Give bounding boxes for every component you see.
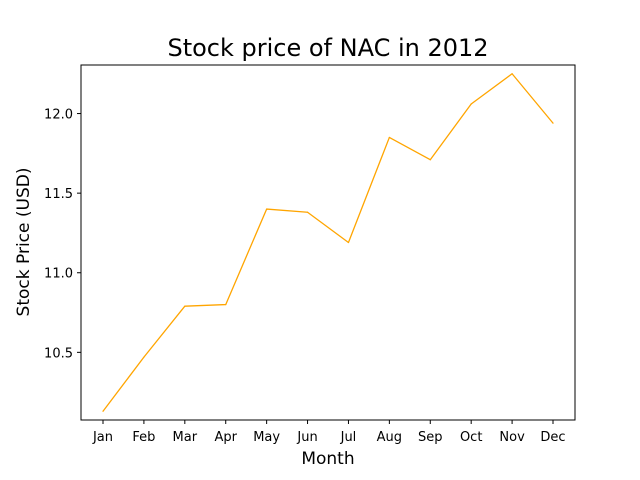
y-tick-label: 11.0 bbox=[44, 267, 73, 282]
x-tick-label: Jul bbox=[340, 430, 357, 445]
plot-area bbox=[80, 64, 576, 421]
data-point bbox=[347, 241, 350, 244]
y-tick-label: 10.5 bbox=[44, 346, 73, 361]
y-axis: 10.5 11.0 11.5 12.0 bbox=[44, 108, 81, 361]
x-tick-label: Aug bbox=[377, 430, 402, 445]
plot-border bbox=[80, 64, 576, 421]
x-tick-label: Jan bbox=[92, 430, 113, 445]
data-point bbox=[388, 136, 390, 139]
x-tick-label: Feb bbox=[132, 430, 155, 445]
data-point bbox=[306, 211, 309, 213]
data-point bbox=[429, 159, 431, 161]
x-tick-label: Sep bbox=[418, 430, 443, 445]
data-point bbox=[511, 73, 513, 75]
x-tick-label: Nov bbox=[499, 430, 525, 445]
data-point bbox=[552, 122, 554, 124]
series-layer bbox=[102, 73, 554, 412]
y-axis-label: Stock Price (USD) bbox=[14, 168, 34, 317]
x-tick-label: Apr bbox=[214, 430, 237, 445]
x-axis-label: Month bbox=[301, 449, 354, 469]
data-point bbox=[470, 103, 472, 105]
x-tick-label: Mar bbox=[173, 430, 198, 445]
x-axis: Jan Feb Mar Apr May Jun Jul Aug Sep Oct Nov Dec bbox=[92, 420, 566, 445]
x-tick-label: Jun bbox=[296, 430, 317, 445]
data-point bbox=[266, 208, 268, 210]
data-point bbox=[102, 410, 104, 412]
y-tick-label: 12.0 bbox=[44, 108, 73, 123]
series-line bbox=[102, 73, 554, 412]
x-tick-label: May bbox=[253, 430, 280, 445]
chart-title: Stock price of NAC in 2012 bbox=[167, 34, 488, 62]
x-tick-label: Dec bbox=[540, 430, 565, 445]
data-point bbox=[225, 303, 227, 306]
x-tick-label: Oct bbox=[460, 430, 482, 445]
y-tick-label: 11.5 bbox=[44, 187, 73, 202]
data-point bbox=[143, 356, 145, 358]
data-point bbox=[184, 305, 186, 307]
